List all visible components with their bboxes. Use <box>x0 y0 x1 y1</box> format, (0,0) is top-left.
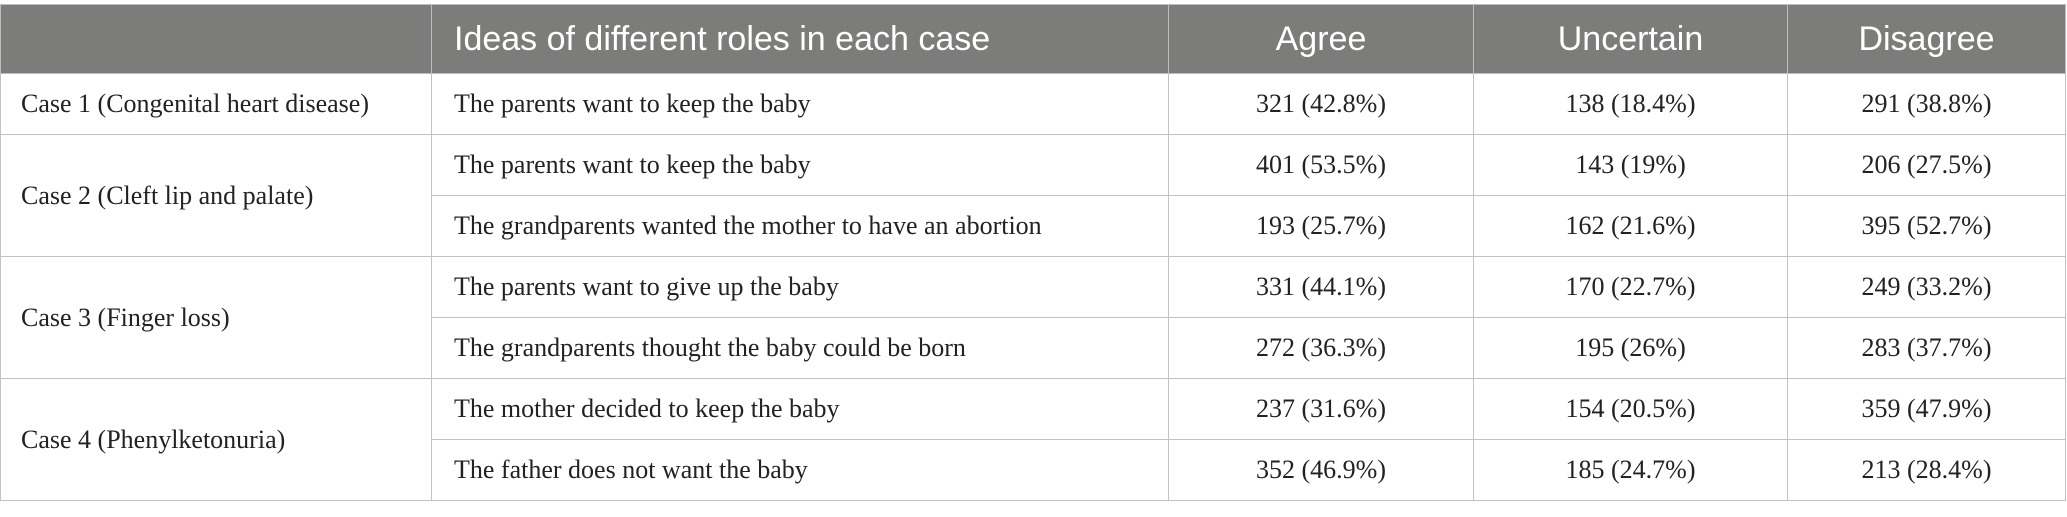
case-label: Case 1 (Congenital heart disease) <box>0 73 432 135</box>
header-agree: Agree <box>1168 4 1474 74</box>
case-label: Case 3 (Finger loss) <box>0 256 432 379</box>
agree-cell: 237 (31.6%) <box>1168 378 1474 440</box>
idea-cell: The grandparents thought the baby could … <box>431 317 1169 379</box>
table-row: The father does not want the baby 352 (4… <box>1 439 2066 501</box>
table-row: The grandparents thought the baby could … <box>1 317 2066 379</box>
agree-cell: 321 (42.8%) <box>1168 73 1474 135</box>
uncertain-cell: 154 (20.5%) <box>1473 378 1788 440</box>
table-row: Case 4 (Phenylketonuria) The mother deci… <box>0 378 2066 501</box>
header-ideas: Ideas of different roles in each case <box>431 4 1169 74</box>
header-row: Ideas of different roles in each case Ag… <box>0 4 2066 74</box>
uncertain-cell: 195 (26%) <box>1473 317 1788 379</box>
table-row: Case 1 (Congenital heart disease) The pa… <box>0 73 2066 135</box>
disagree-cell: 291 (38.8%) <box>1787 73 2066 135</box>
header-uncertain: Uncertain <box>1473 4 1788 74</box>
disagree-cell: 206 (27.5%) <box>1787 134 2066 196</box>
agree-cell: 331 (44.1%) <box>1168 256 1474 318</box>
table-row: The grandparents wanted the mother to ha… <box>1 195 2066 257</box>
disagree-cell: 395 (52.7%) <box>1787 195 2066 257</box>
agree-cell: 401 (53.5%) <box>1168 134 1474 196</box>
idea-cell: The father does not want the baby <box>431 439 1169 501</box>
uncertain-cell: 185 (24.7%) <box>1473 439 1788 501</box>
idea-cell: The mother decided to keep the baby <box>431 378 1169 440</box>
survey-table: Ideas of different roles in each case Ag… <box>0 4 2066 501</box>
table-row: Case 2 (Cleft lip and palate) The parent… <box>0 134 2066 257</box>
idea-cell: The parents want to give up the baby <box>431 256 1169 318</box>
table-row: Case 3 (Finger loss) The parents want to… <box>0 256 2066 379</box>
idea-cell: The parents want to keep the baby <box>431 134 1169 196</box>
disagree-cell: 359 (47.9%) <box>1787 378 2066 440</box>
header-case <box>0 4 432 74</box>
agree-cell: 352 (46.9%) <box>1168 439 1474 501</box>
uncertain-cell: 170 (22.7%) <box>1473 256 1788 318</box>
uncertain-cell: 162 (21.6%) <box>1473 195 1788 257</box>
agree-cell: 272 (36.3%) <box>1168 317 1474 379</box>
uncertain-cell: 143 (19%) <box>1473 134 1788 196</box>
idea-cell: The grandparents wanted the mother to ha… <box>431 195 1169 257</box>
uncertain-cell: 138 (18.4%) <box>1473 73 1788 135</box>
idea-cell: The parents want to keep the baby <box>431 73 1169 135</box>
disagree-cell: 213 (28.4%) <box>1787 439 2066 501</box>
disagree-cell: 283 (37.7%) <box>1787 317 2066 379</box>
disagree-cell: 249 (33.2%) <box>1787 256 2066 318</box>
case-label: Case 2 (Cleft lip and palate) <box>0 134 432 257</box>
agree-cell: 193 (25.7%) <box>1168 195 1474 257</box>
header-disagree: Disagree <box>1787 4 2066 74</box>
case-label: Case 4 (Phenylketonuria) <box>0 378 432 501</box>
